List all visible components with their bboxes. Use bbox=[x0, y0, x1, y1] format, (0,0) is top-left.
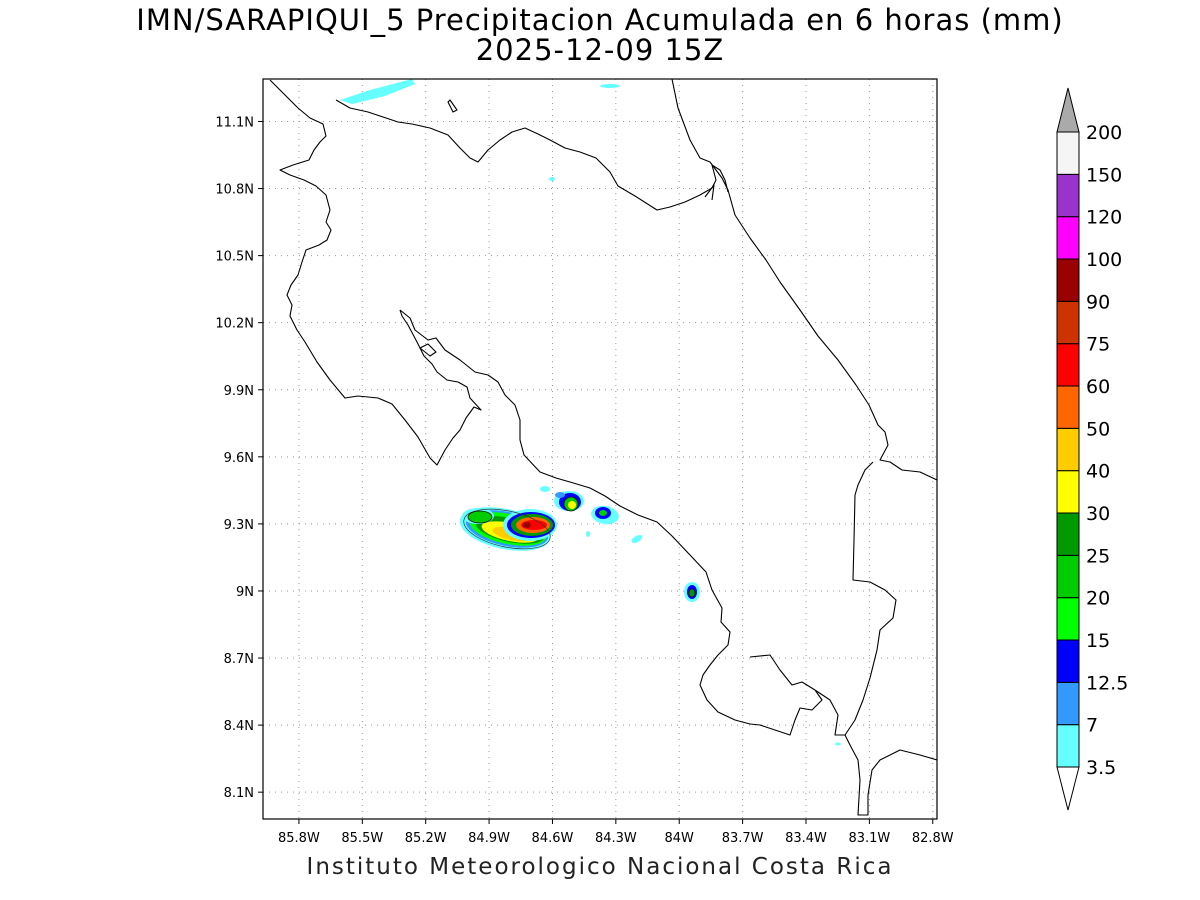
lat-tick-label: 9.9N bbox=[224, 384, 254, 399]
footer-credit: Instituto Meteorologico Nacional Costa R… bbox=[306, 854, 894, 880]
coastline-segment bbox=[671, 79, 937, 481]
axis-ticks: 85.8W 85.5W 85.2W 84.9W 84.6W 84.3W 84W 83.7W 83… bbox=[215, 115, 953, 846]
lon-tick-label: 84.9W bbox=[468, 831, 510, 846]
lat-tick-label: 9.3N bbox=[224, 518, 254, 533]
lat-tick-label: 8.1N bbox=[224, 786, 254, 801]
lon-tick-label: 83.1W bbox=[848, 831, 890, 846]
colorbar-level-label: 3.5 bbox=[1086, 757, 1116, 779]
colorbar-swatch bbox=[1056, 173, 1080, 218]
lon-tick-label: 85.5W bbox=[341, 831, 383, 846]
colorbar-level-label: 40 bbox=[1086, 461, 1110, 483]
colorbar-under-arrow bbox=[1056, 766, 1080, 811]
lon-tick-label: 84W bbox=[665, 831, 695, 846]
colorbar-swatch bbox=[1056, 639, 1080, 683]
colorbar-swatch bbox=[1056, 300, 1080, 345]
colorbar-level-label: 50 bbox=[1086, 418, 1110, 440]
map-title: IMN/SARAPIQUI_5 Precipitacion Acumulada … bbox=[136, 3, 1064, 37]
colorbar-swatch bbox=[1056, 427, 1080, 472]
coastline-segment bbox=[749, 654, 823, 736]
contour-line bbox=[467, 510, 493, 524]
colorbar-swatch bbox=[1056, 724, 1080, 768]
coastline-segment bbox=[419, 343, 437, 357]
colorbar-swatch bbox=[1056, 470, 1080, 514]
colorbar-level-label: 20 bbox=[1086, 588, 1110, 610]
map-grid bbox=[263, 79, 937, 819]
colorbar-level-label: 12.5 bbox=[1086, 672, 1128, 694]
precip-contour bbox=[600, 84, 620, 88]
colorbar-swatch bbox=[1056, 597, 1080, 641]
lon-tick-label: 85.2W bbox=[405, 831, 447, 846]
colorbar-level-label: 150 bbox=[1086, 164, 1122, 186]
coastlines bbox=[269, 79, 937, 816]
colorbar-level-label: 60 bbox=[1086, 376, 1110, 398]
precip-shading bbox=[340, 79, 841, 746]
colorbar-swatch bbox=[1056, 258, 1080, 302]
precip-contour bbox=[689, 589, 695, 597]
precip-contour bbox=[835, 742, 841, 746]
precip-contour bbox=[586, 531, 590, 537]
coastline-segment bbox=[844, 461, 937, 816]
colorbar-swatch bbox=[1056, 554, 1080, 599]
coastline-segment bbox=[399, 309, 751, 725]
colorbar-level-label: 120 bbox=[1086, 207, 1122, 229]
colorbar-swatch bbox=[1056, 385, 1080, 429]
contour-line bbox=[688, 588, 696, 598]
lat-tick-label: 10.2N bbox=[215, 317, 254, 332]
precip-contour bbox=[568, 501, 576, 509]
colorbar-level-label: 7 bbox=[1086, 715, 1098, 737]
colorbar-swatch bbox=[1056, 131, 1080, 175]
colorbar-level-label: 15 bbox=[1086, 630, 1110, 652]
colorbar-level-label: 90 bbox=[1086, 291, 1110, 313]
precip-contour bbox=[549, 177, 555, 181]
colorbar-level-label: 25 bbox=[1086, 545, 1110, 567]
coastline-segment bbox=[704, 184, 715, 201]
colorbar-over-arrow bbox=[1056, 87, 1080, 133]
lat-tick-label: 11.1N bbox=[215, 115, 254, 130]
colorbar-level-label: 100 bbox=[1086, 249, 1122, 271]
precip-contour bbox=[340, 79, 415, 104]
coastline-segment bbox=[269, 79, 482, 466]
lon-tick-label: 85.8W bbox=[278, 831, 320, 846]
coastline-segment bbox=[447, 99, 458, 113]
precip-contour bbox=[599, 510, 607, 516]
map-valid-time: 2025-12-09 15Z bbox=[475, 33, 725, 67]
coastline-segment bbox=[814, 689, 845, 736]
lon-tick-label: 84.6W bbox=[532, 831, 574, 846]
colorbar-level-label: 75 bbox=[1086, 334, 1110, 356]
lat-tick-label: 9N bbox=[236, 585, 254, 600]
lon-tick-label: 84.3W bbox=[595, 831, 637, 846]
precip-contour bbox=[468, 511, 492, 523]
colorbar: 3.5 7 12.5 15 20 25 30 40 50 60 75 90 100 120 150 200 bbox=[1056, 87, 1128, 811]
colorbar-swatch bbox=[1056, 681, 1080, 726]
lon-tick-label: 83.4W bbox=[785, 831, 827, 846]
precip-contour bbox=[555, 492, 565, 498]
colorbar-level-label: 200 bbox=[1086, 122, 1122, 144]
colorbar-level-label: 30 bbox=[1086, 503, 1110, 525]
colorbar-swatch bbox=[1056, 512, 1080, 556]
lat-tick-label: 9.6N bbox=[224, 451, 254, 466]
lat-tick-label: 10.5N bbox=[215, 250, 254, 265]
lon-tick-label: 83.7W bbox=[722, 831, 764, 846]
colorbar-swatch bbox=[1056, 216, 1080, 260]
coastline-segment bbox=[335, 99, 729, 211]
lat-tick-label: 8.7N bbox=[224, 652, 254, 667]
lat-tick-label: 8.4N bbox=[224, 719, 254, 734]
precip-contour bbox=[631, 535, 643, 543]
contour-line bbox=[563, 496, 579, 512]
lat-tick-label: 10.8N bbox=[215, 183, 254, 198]
map-frame bbox=[262, 78, 938, 820]
precip-contour bbox=[540, 486, 550, 492]
precip-contour bbox=[523, 522, 531, 528]
colorbar-swatch bbox=[1056, 343, 1080, 387]
contour-line bbox=[463, 508, 551, 550]
lon-tick-label: 82.8W bbox=[912, 831, 954, 846]
